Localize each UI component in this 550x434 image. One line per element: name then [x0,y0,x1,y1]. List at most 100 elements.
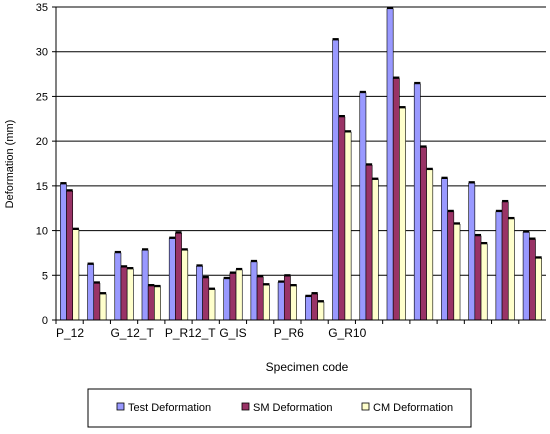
bar-cap [93,281,100,284]
bar-test-deformation [141,249,149,321]
legend-label: Test Deformation [128,402,211,414]
y-axis-title: Deformation (mm) [4,120,16,209]
bar-cap [399,106,406,109]
bar-test-deformation [522,232,530,321]
bar-cap [332,38,339,41]
x-category-label: G_12_T [110,326,154,340]
y-tick-label: 30 [36,47,48,59]
bar-sm-deformation [474,235,482,321]
bar-cap [60,182,67,185]
bar-cap [223,276,230,279]
bar-test-deformation [277,282,285,321]
bar-cm-deformation [290,285,297,321]
gridlines [56,6,546,276]
bar-sm-deformation [420,147,427,321]
legend-label: CM Deformation [373,402,453,414]
bar-cap [535,256,542,259]
bar-test-deformation [60,183,67,321]
x-category-label: P_R6 [274,326,304,340]
bar-test-deformation [441,178,448,321]
bar-cap [481,241,488,244]
bar-test-deformation [250,261,258,321]
bar-cap [99,292,107,295]
bar-sm-deformation [147,285,155,321]
y-tick-label: 5 [42,270,48,282]
bar-cm-deformation [126,268,134,321]
bar-cap [508,216,515,219]
bar-sm-deformation [447,211,455,321]
bar-cm-deformation [154,286,161,321]
bar-test-deformation [386,8,394,321]
bar-test-deformation [413,83,421,321]
bar-cap [495,209,503,212]
bar-cap [441,176,448,179]
bar-cap [290,284,297,287]
bar-test-deformation [495,211,503,321]
y-tick-label: 20 [36,136,48,148]
x-category-label: G_IS [219,326,246,340]
y-tick-label: 25 [36,91,48,103]
y-tick-label: 0 [42,315,48,327]
bar-test-deformation [114,252,122,321]
bar-cap [141,248,149,251]
bar-cap [365,163,373,166]
bar-sm-deformation [392,78,400,321]
bar-cm-deformation [480,243,488,321]
x-category-label: P_R12_T [165,326,216,340]
bar-test-deformation [359,92,367,321]
bar-test-deformation [468,182,476,321]
bar-cap [202,275,209,278]
bar-test-deformation [332,39,340,321]
legend-swatch [241,402,250,411]
bar-sm-deformation [120,266,128,321]
bar-test-deformation [223,278,231,321]
legend-swatch [361,402,370,411]
bar-cap [305,294,312,297]
bar-test-deformation [305,296,312,321]
legend-swatch [116,402,125,411]
bar-cm-deformation [235,269,243,321]
bar-cm-deformation [453,224,461,321]
bar-cap [468,181,475,184]
bar-cap [453,222,461,225]
bar-cap [250,259,258,262]
bar-cap [236,267,243,270]
bar-cap [278,280,285,283]
bar-cap [529,237,536,240]
bar-sm-deformation [501,201,509,321]
bar-cap [114,250,121,253]
bar-cap [386,6,394,9]
bar-cap [72,227,79,230]
x-category-label: G_R10 [328,326,366,340]
bar-cm-deformation [72,229,80,321]
bar-cap [359,90,366,93]
bar-sm-deformation [256,276,264,321]
bar-cap [502,199,509,202]
bar-cap [420,145,427,148]
bar-cm-deformation [507,218,515,321]
bar-sm-deformation [66,190,74,321]
axes: 0 5 10 15 20 25 30 35 P_12 G_12_T P_R12_T G_IS P_R6 G… [36,2,546,340]
bars [60,6,542,321]
bar-cap [181,248,188,251]
bar-cap [257,275,264,278]
bar-cap [426,167,433,170]
bar-cap [169,236,176,239]
bar-cap [523,230,530,233]
bar-cap [66,189,73,192]
bar-cap [344,130,352,133]
y-tick-label: 15 [36,181,48,193]
bar-cm-deformation [208,289,216,321]
bar-cap [372,177,379,180]
x-axis-title: Specimen code [266,360,349,374]
bar-cap [263,283,270,286]
x-category-label: P_12 [56,326,84,340]
bar-cap [447,209,454,212]
bar-test-deformation [168,238,176,321]
bar-cm-deformation [317,301,325,321]
bar-cap [284,274,291,277]
bar-cap [229,271,237,274]
legend: Test Deformation SM Deformation CM Deforma… [87,388,472,428]
bar-test-deformation [196,266,203,321]
bar-cap [127,267,134,270]
